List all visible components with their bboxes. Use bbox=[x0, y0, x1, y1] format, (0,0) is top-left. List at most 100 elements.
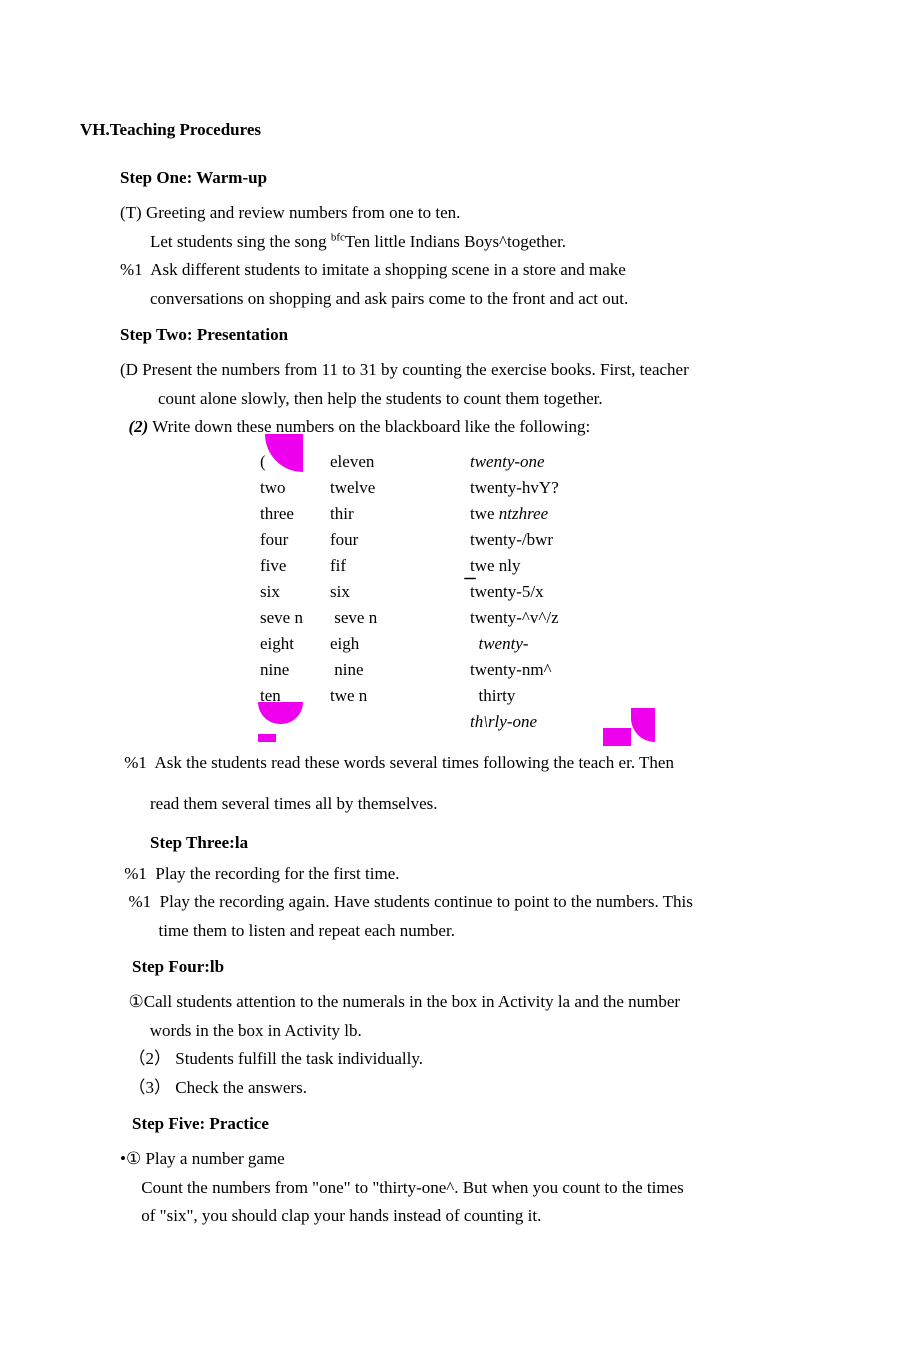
cell: th\rly-one bbox=[450, 712, 620, 732]
text: Greeting and review numbers from one to … bbox=[146, 203, 460, 222]
label: %1 bbox=[124, 753, 147, 772]
label: （3） bbox=[129, 1078, 172, 1097]
cell: six bbox=[330, 582, 450, 602]
text-before: Let students sing the song bbox=[150, 232, 331, 251]
cell: seve n bbox=[220, 608, 330, 628]
section-heading: VH.Teaching Procedures bbox=[80, 120, 840, 140]
cell: four bbox=[220, 530, 330, 550]
step4-heading: Step Four:lb bbox=[132, 957, 840, 977]
table-row: three thir twe ntzhree bbox=[220, 504, 700, 524]
label: %1 bbox=[129, 892, 152, 911]
step1-line2: Let students sing the song bfcTen little… bbox=[150, 229, 840, 255]
table-row: four four twenty-/bwr bbox=[220, 530, 700, 550]
step4-line1: ①Call students attention to the numerals… bbox=[120, 989, 840, 1015]
step3-line1: %1 Play the recording for the first time… bbox=[120, 861, 840, 887]
label: （2） bbox=[129, 1049, 172, 1068]
table-row: eight eigh twenty- bbox=[220, 634, 700, 654]
step1-line1: (T) Greeting and review numbers from one… bbox=[120, 200, 840, 226]
cell: twenty- bbox=[450, 634, 620, 654]
cell: twe ntzhree bbox=[450, 504, 620, 524]
cell: seve n bbox=[330, 608, 450, 628]
label: %1 bbox=[124, 864, 147, 883]
cell: twenty-hvY? bbox=[450, 478, 620, 498]
cell: twe n bbox=[330, 686, 450, 706]
step2-heading: Step Two: Presentation bbox=[120, 325, 840, 345]
step4-line4: （3） Check the answers. bbox=[120, 1075, 840, 1101]
step2-line5: read them several times all by themselve… bbox=[150, 791, 840, 817]
cell: two bbox=[220, 478, 330, 498]
cell: fif bbox=[330, 556, 450, 576]
text: Ask different students to imitate a shop… bbox=[150, 260, 626, 279]
text: Ask the students read these words severa… bbox=[154, 753, 673, 772]
step1-line4: conversations on shopping and ask pairs … bbox=[150, 286, 840, 312]
table-row: six six twenty-5/x bbox=[220, 582, 700, 602]
label: (T) bbox=[120, 203, 142, 222]
text-ital: ntzhree bbox=[499, 504, 548, 523]
numbers-table: 一 ( eleven twenty-one two twelve twenty-… bbox=[220, 452, 700, 732]
cell: thir bbox=[330, 504, 450, 524]
cell: three bbox=[220, 504, 330, 524]
label: ① bbox=[129, 992, 144, 1011]
decorative-shape-bottomright bbox=[603, 708, 655, 746]
step4-line3: （2） Students fulfill the task individual… bbox=[120, 1046, 840, 1072]
label: •① bbox=[120, 1149, 141, 1168]
cell bbox=[330, 712, 450, 732]
label: (D bbox=[120, 360, 138, 379]
text: twenty- bbox=[479, 634, 529, 653]
text: Write down these numbers on the blackboa… bbox=[152, 417, 590, 436]
text: time them to listen and repeat each numb… bbox=[159, 921, 455, 940]
cell: eigh bbox=[330, 634, 450, 654]
text: Play the recording again. Have students … bbox=[160, 892, 693, 911]
step5-line3: of "six", you should clap your hands ins… bbox=[120, 1203, 840, 1229]
cell: four bbox=[330, 530, 450, 550]
text: Students fulfill the task individually. bbox=[175, 1049, 423, 1068]
step3-line3: time them to listen and repeat each numb… bbox=[150, 918, 840, 944]
dash-mark: 一 bbox=[464, 570, 476, 587]
step2-line3: (2) Write down these numbers on the blac… bbox=[120, 414, 840, 440]
cell: twenty-^v^/z bbox=[450, 608, 620, 628]
table-row: seve n seve n twenty-^v^/z bbox=[220, 608, 700, 628]
text-after: Ten little Indians Boys^together. bbox=[345, 232, 566, 251]
label: %1 bbox=[120, 260, 143, 279]
dash-text: 一 bbox=[464, 572, 476, 586]
text: seve n bbox=[334, 608, 377, 627]
cell: twelve bbox=[330, 478, 450, 498]
label: (2) bbox=[129, 417, 149, 436]
text: Check the answers. bbox=[175, 1078, 307, 1097]
table-row: two twelve twenty-hvY? bbox=[220, 478, 700, 498]
text: nine bbox=[334, 660, 363, 679]
cell: twenty-nm^ bbox=[450, 660, 620, 680]
step4-line2: words in the box in Activity lb. bbox=[120, 1018, 840, 1044]
cell: eleven bbox=[330, 452, 450, 472]
cell: five bbox=[220, 556, 330, 576]
step1-line3: %1 Ask different students to imitate a s… bbox=[120, 257, 840, 283]
cell: nine bbox=[220, 660, 330, 680]
decorative-shape-bottomleft bbox=[258, 702, 303, 742]
text: words in the box in Activity lb. bbox=[150, 1021, 362, 1040]
step2-line1: (D Present the numbers from 11 to 31 by … bbox=[120, 357, 840, 383]
cell: eight bbox=[220, 634, 330, 654]
step2-line2: count alone slowly, then help the studen… bbox=[158, 386, 840, 412]
step5-line1: •① Play a number game bbox=[120, 1146, 840, 1172]
text: Present the numbers from 11 to 31 by cou… bbox=[142, 360, 689, 379]
step5-line2: Count the numbers from "one" to "thirty-… bbox=[120, 1175, 840, 1201]
sup-text: bfc bbox=[331, 231, 345, 243]
step5-heading: Step Five: Practice bbox=[132, 1114, 840, 1134]
cell: nine bbox=[330, 660, 450, 680]
cell: six bbox=[220, 582, 330, 602]
text: thirty bbox=[479, 686, 516, 705]
table-row: five fif twe nly bbox=[220, 556, 700, 576]
text-before: twe bbox=[470, 504, 499, 523]
text: Play the recording for the first time. bbox=[155, 864, 399, 883]
text: of "six", you should clap your hands ins… bbox=[141, 1206, 541, 1225]
step2-line4: %1 Ask the students read these words sev… bbox=[120, 750, 840, 776]
cell: twenty-/bwr bbox=[450, 530, 620, 550]
text: Call students attention to the numerals … bbox=[144, 992, 680, 1011]
step1-heading: Step One: Warm-up bbox=[120, 168, 840, 188]
step3-line2: %1 Play the recording again. Have studen… bbox=[120, 889, 840, 915]
table-row: nine nine twenty-nm^ bbox=[220, 660, 700, 680]
step3-heading: Step Three:la bbox=[150, 833, 840, 853]
cell: thirty bbox=[450, 686, 620, 706]
text: Play a number game bbox=[145, 1149, 284, 1168]
cell: twenty-one bbox=[450, 452, 620, 472]
